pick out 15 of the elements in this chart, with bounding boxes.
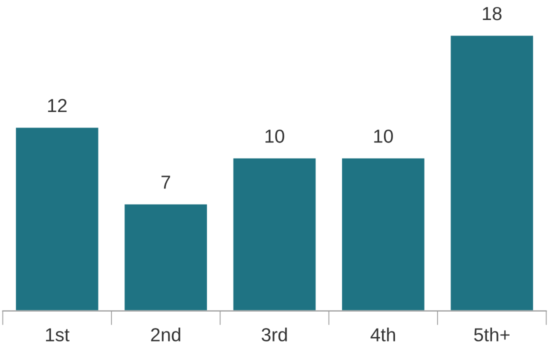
- x-tick-label: 2nd: [151, 328, 180, 342]
- x-tick-label: 5th+: [474, 328, 510, 342]
- data-label: 7: [162, 176, 170, 189]
- bar: [232, 156, 318, 311]
- bar: [123, 202, 208, 311]
- bar: [14, 126, 100, 311]
- data-label: 12: [48, 98, 67, 112]
- data-label: 18: [482, 6, 502, 20]
- x-tick-label: 3rd: [262, 328, 287, 342]
- data-label: 10: [266, 130, 284, 143]
- bar: [449, 34, 534, 311]
- data-label: 10: [374, 130, 393, 143]
- bar: [340, 156, 426, 311]
- x-tick-label: 1st: [46, 328, 70, 342]
- x-tick-label: 4th: [370, 328, 396, 342]
